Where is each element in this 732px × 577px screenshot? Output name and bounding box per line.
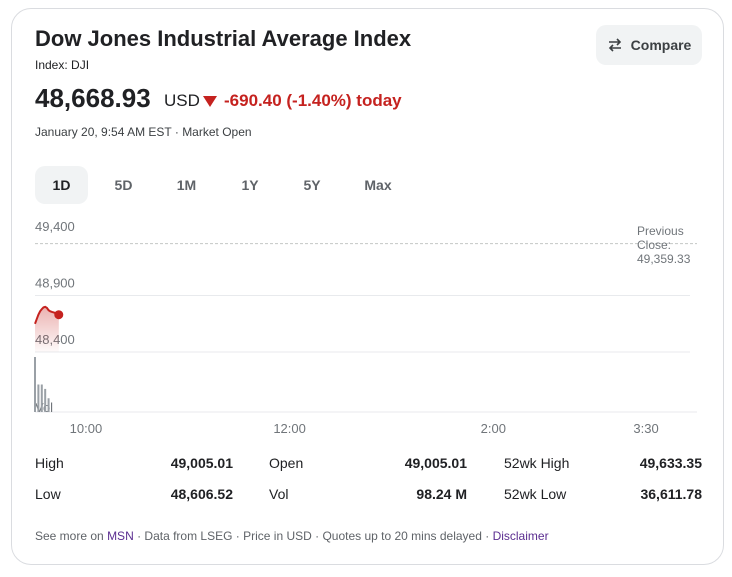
stock-card xyxy=(11,8,724,565)
footer-see-more: See more on xyxy=(35,529,104,543)
volume-bar xyxy=(40,384,43,412)
footer-info: · Data from LSEG · Price in USD · Quotes… xyxy=(137,529,490,543)
vol-label: Vol xyxy=(269,486,289,502)
tab-1d[interactable]: 1D xyxy=(35,166,88,204)
currency: USD xyxy=(164,91,200,110)
range-tabs: 1D 5D 1M 1Y 5Y Max xyxy=(35,166,418,204)
tab-5d[interactable]: 5D xyxy=(114,177,133,193)
wk52-high-label: 52wk High xyxy=(504,455,570,471)
low-label: Low xyxy=(35,486,61,502)
tab-1y[interactable]: 1Y xyxy=(241,177,259,193)
y-tick-label: 48,900 xyxy=(35,276,75,291)
tab-5y[interactable]: 5Y xyxy=(303,177,321,193)
price-area xyxy=(35,306,59,352)
swap-arrows-icon xyxy=(608,38,621,52)
volume-bar xyxy=(34,357,36,412)
compare-label: Compare xyxy=(630,37,692,53)
wk52-low-value: 36,611.78 xyxy=(640,486,702,502)
wk52-high-value: 49,633.35 xyxy=(639,455,702,471)
wk52-low-label: 52wk Low xyxy=(504,486,567,502)
footer: See more on MSN · Data from LSEG · Price… xyxy=(35,529,549,543)
open-value: 49,005.01 xyxy=(404,455,467,471)
tab-1m[interactable]: 1M xyxy=(176,177,197,193)
current-price-dot xyxy=(54,310,64,320)
high-label: High xyxy=(35,455,64,471)
x-tick-label: 10:00 xyxy=(70,421,103,436)
compare-button[interactable]: Compare xyxy=(596,25,702,65)
open-label: Open xyxy=(269,455,304,471)
y-tick-label: 49,400 xyxy=(35,219,75,234)
previous-close-title: Previous Close: xyxy=(637,224,684,252)
index-title: Dow Jones Industrial Average Index xyxy=(35,26,412,51)
high-value: 49,005.01 xyxy=(170,455,233,471)
price-change-text: -690.40 (-1.40%) today xyxy=(224,91,402,110)
previous-close-value: 49,359.33 xyxy=(637,252,691,266)
msn-link[interactable]: MSN xyxy=(107,529,134,543)
x-tick-label: 3:30 xyxy=(633,421,658,436)
previous-close-label: Previous Close: 49,359.33 xyxy=(637,224,707,266)
tab-max[interactable]: Max xyxy=(364,177,392,193)
volume-bar xyxy=(47,398,50,412)
down-triangle-icon xyxy=(203,95,217,107)
volume-bar xyxy=(37,384,40,412)
x-tick-label: 2:00 xyxy=(481,421,506,436)
x-tick-label: 12:00 xyxy=(273,421,306,436)
price-change: -690.40 (-1.40%) today xyxy=(203,91,402,111)
timestamp: January 20, 9:54 AM EST · Market Open xyxy=(35,125,252,139)
index-symbol: Index: DJI xyxy=(35,58,90,72)
low-value: 48,606.52 xyxy=(170,486,233,502)
vol-value: 98.24 M xyxy=(416,486,467,502)
current-price: 48,668.93 xyxy=(35,83,151,113)
disclaimer-link[interactable]: Disclaimer xyxy=(492,529,549,543)
volume-bar xyxy=(44,388,47,412)
